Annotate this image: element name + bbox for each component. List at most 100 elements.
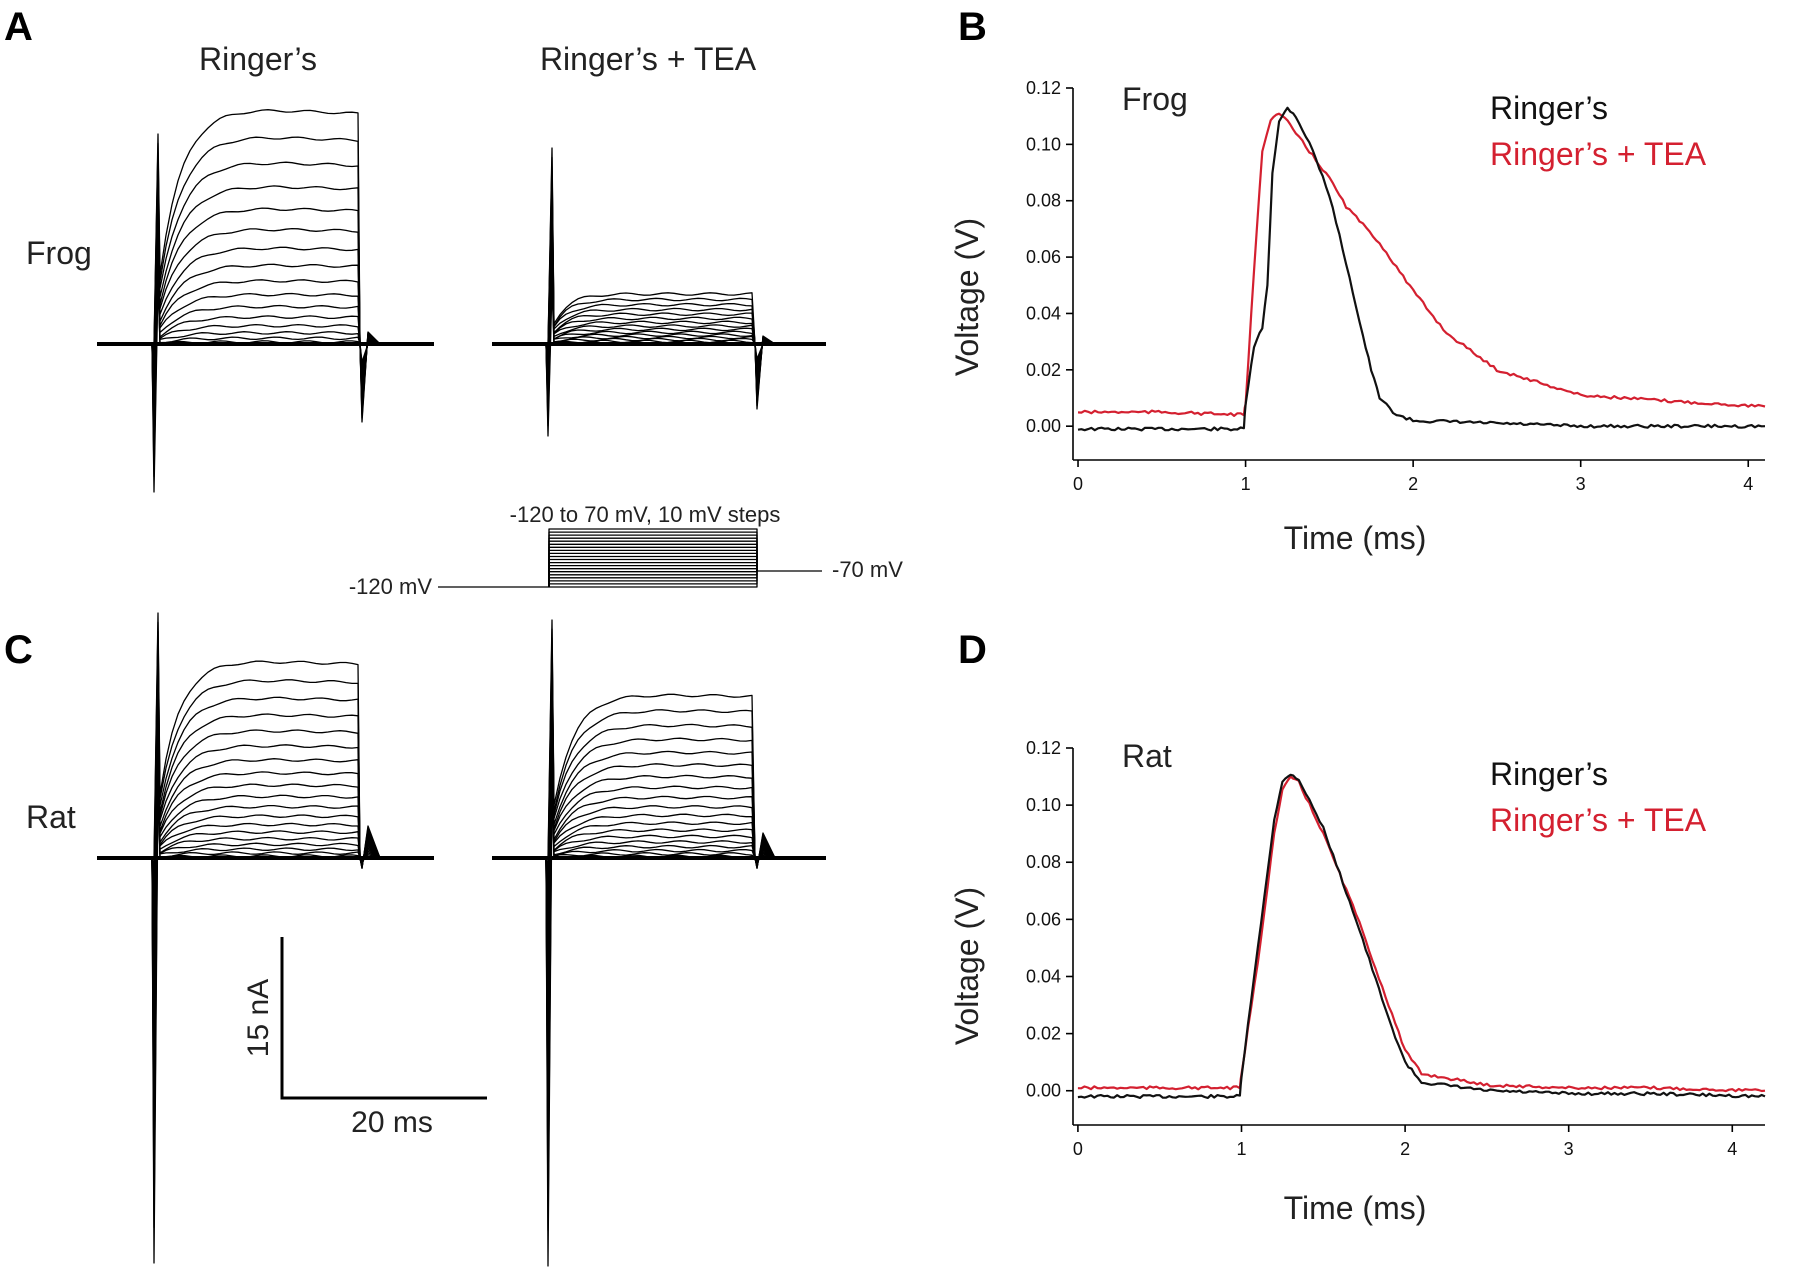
chart-d-xtick-label: 2: [1400, 1139, 1410, 1159]
current-trace: [492, 166, 826, 403]
column-label-ringers-tea: Ringer’s + TEA: [540, 41, 757, 77]
current-trace: [492, 240, 826, 392]
current-trace: [492, 231, 826, 385]
chart-d-legend-tea: Ringer’s + TEA: [1490, 802, 1707, 838]
chart-d-annotation: Rat: [1122, 738, 1172, 774]
current-trace: [492, 619, 826, 870]
chart-b-ytick-label: 0.10: [1026, 134, 1061, 154]
current-trace: [97, 695, 434, 980]
current-trace: [97, 732, 434, 1075]
current-trace: [97, 255, 434, 450]
current-trace: [492, 646, 826, 886]
chart-d-rat-action-potential: Rat Ringer’s Ringer’s + TEA Time (ms) Vo…: [949, 738, 1766, 1226]
chart-b-xtick-label: 4: [1743, 474, 1753, 494]
current-trace: [97, 227, 434, 413]
current-trace: [97, 621, 434, 869]
current-trace: [492, 744, 826, 1104]
current-trace: [492, 789, 826, 1267]
panel-letter-b: B: [958, 5, 987, 49]
current-trace: [492, 726, 826, 1050]
chart-b-xtick-label: 2: [1408, 474, 1418, 494]
current-trace: [492, 762, 826, 1165]
current-trace: [97, 630, 434, 875]
chart-d-ytick-label: 0.04: [1026, 966, 1061, 986]
protocol-step: [548, 558, 758, 587]
chart-b-legend-ringers: Ringer’s: [1490, 90, 1608, 126]
current-trace: [97, 109, 434, 423]
scale-bar-current-label: 15 nA: [242, 979, 275, 1057]
chart-b-frog-action-potential: Frog Ringer’s Ringer’s + TEA Time (ms) V…: [949, 78, 1766, 556]
chart-b-ytick-label: 0.06: [1026, 247, 1061, 267]
chart-b-xlabel: Time (ms): [1284, 520, 1427, 556]
scale-bar-lines: [280, 937, 487, 1100]
frog-ringers-current-traces: [97, 109, 434, 493]
current-trace: [97, 639, 434, 885]
current-trace: [97, 161, 434, 412]
current-trace: [492, 259, 826, 408]
protocol-post-label: -70 mV: [832, 557, 903, 582]
chart-d-xtick-label: 3: [1564, 1139, 1574, 1159]
current-trace: [97, 273, 434, 478]
chart-d-ytick-label: 0.02: [1026, 1024, 1061, 1044]
protocol-holding-label: -120 mV: [349, 574, 432, 599]
chart-b-series-ringers-line: [1077, 106, 1766, 432]
protocol-step: [548, 528, 758, 587]
protocol-step: [548, 540, 758, 587]
current-trace: [97, 198, 434, 397]
current-trace: [492, 637, 826, 875]
current-trace: [97, 667, 434, 926]
current-trace: [492, 278, 826, 427]
current-trace: [97, 612, 434, 870]
current-trace: [492, 771, 826, 1197]
protocol-step: [548, 552, 758, 587]
chart-d-ylabel: Voltage (V): [949, 887, 985, 1045]
current-trace: [492, 753, 826, 1134]
current-trace: [97, 713, 434, 1025]
current-trace: [97, 170, 434, 408]
panel-letter-a: A: [4, 5, 33, 49]
current-trace: [97, 136, 434, 419]
protocol-step: [549, 571, 758, 588]
chart-b-ytick-label: 0.02: [1026, 360, 1061, 380]
current-trace: [492, 664, 826, 911]
chart-d-xlabel: Time (ms): [1284, 1190, 1427, 1226]
current-trace: [97, 264, 434, 463]
current-trace: [492, 673, 826, 926]
current-trace: [97, 649, 434, 897]
chart-d-ytick-label: 0.12: [1026, 738, 1061, 758]
current-trace: [492, 780, 826, 1231]
frog-tea-current-traces: [492, 147, 826, 437]
voltage-protocol: -120 mV -70 mV -120 to 70 mV, 10 mV step…: [349, 502, 903, 599]
protocol-steps-label: -120 to 70 mV, 10 mV steps: [510, 502, 781, 527]
chart-b-xtick-label: 0: [1073, 474, 1083, 494]
chart-b-ytick-label: 0.08: [1026, 191, 1061, 211]
current-trace: [492, 147, 826, 410]
current-trace: [97, 750, 434, 1132]
chart-b-xtick-label: 3: [1576, 474, 1586, 494]
panel-letter-d: D: [958, 628, 987, 672]
protocol-step: [548, 571, 758, 587]
chart-b-ytick-label: 0.12: [1026, 78, 1061, 98]
current-trace: [492, 699, 826, 981]
rat-tea-current-traces: [492, 619, 826, 1267]
rat-ringers-current-traces: [97, 612, 434, 1264]
current-trace: [97, 189, 434, 401]
current-trace: [97, 245, 434, 437]
current-trace: [97, 283, 434, 493]
chart-d-xtick-label: 0: [1073, 1139, 1083, 1159]
current-trace: [97, 676, 434, 942]
current-trace: [492, 628, 826, 869]
chart-d-series-ringers-line: [1077, 773, 1766, 1100]
current-trace: [492, 735, 826, 1077]
protocol-step: [548, 571, 758, 587]
column-label-ringers: Ringer’s: [199, 41, 317, 77]
protocol-step: [548, 571, 758, 587]
row-label-rat: Rat: [26, 799, 76, 835]
current-trace: [97, 741, 434, 1103]
current-trace: [97, 768, 434, 1195]
panel-letter-c: C: [4, 628, 33, 672]
chart-b-ylabel: Voltage (V): [949, 218, 985, 376]
chart-d-series-tea-line: [1077, 775, 1766, 1093]
current-trace: [492, 222, 826, 383]
